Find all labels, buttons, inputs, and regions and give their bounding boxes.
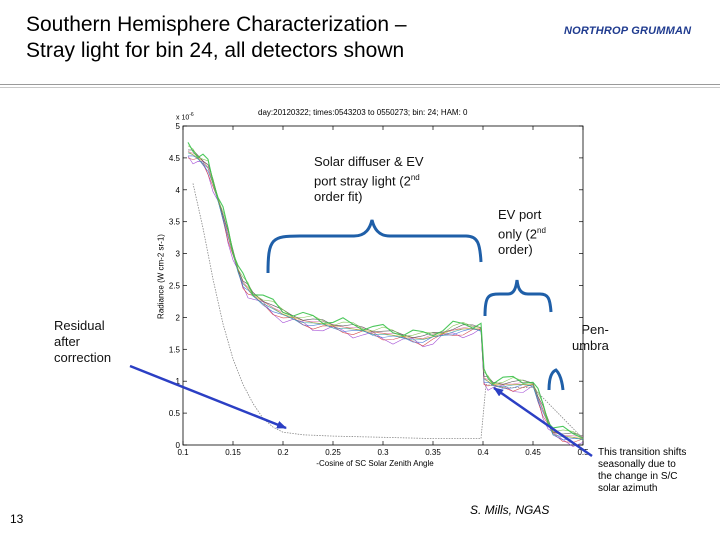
- residual-arrow: [129, 364, 287, 430]
- x-tick-label-5: 0.35: [425, 448, 441, 457]
- ev-port-annotation: EV port only (2nd order): [498, 207, 546, 258]
- y-tick-label-7: 3.5: [169, 218, 181, 227]
- northrop-grumman-logo: NORTHROP GRUMMAN: [564, 25, 692, 37]
- y-tick-label-4: 2: [176, 313, 181, 322]
- slide-title-line2: Stray light for bin 24, all detectors sh…: [26, 39, 405, 62]
- y-tick-label-1: 0.5: [169, 409, 181, 418]
- y-tick-label-10: 5: [176, 122, 181, 131]
- x-tick-label-7: 0.45: [525, 448, 541, 457]
- stray-light-detector-9: [187, 142, 584, 439]
- credit-text: S. Mills, NGAS: [470, 503, 550, 517]
- y-tick-label-0: 0: [176, 441, 181, 450]
- y-axis-label: Radiance (W cm-2 sr-1): [156, 234, 166, 319]
- residual-annotation: Residual after correction: [54, 318, 112, 365]
- transition-annotation: This transition shifts seasonally due to…: [598, 447, 687, 494]
- y-tick-label-6: 3: [176, 250, 181, 259]
- title-divider-secondary: [0, 87, 720, 88]
- y-tick-label-3: 1.5: [169, 345, 181, 354]
- slide-title: Southern Hemisphere Characterization – S…: [26, 12, 407, 64]
- residual-series: [192, 183, 584, 440]
- x-tick-label-3: 0.25: [325, 448, 341, 457]
- title-divider: [0, 84, 720, 85]
- x-tick-label-4: 0.3: [377, 448, 389, 457]
- series-lines: [187, 142, 584, 447]
- y-multiplier: x 10-6: [176, 112, 194, 122]
- annotation-overlays: [129, 219, 593, 458]
- axis-ticks: 0.1 0.15 0.2 0.25 0.3 0.35 0.4 0.45 0.5 0 0.5 1 1.5 2…: [169, 122, 589, 457]
- x-tick-label-1: 0.15: [225, 448, 241, 457]
- slide-title-line1: Southern Hemisphere Characterization –: [26, 13, 407, 36]
- solar-diffuser-bracket: [266, 219, 483, 274]
- penumbra-bracket: [547, 368, 565, 391]
- y-tick-label-2: 1: [176, 377, 181, 386]
- x-tick-label-0: 0.1: [177, 448, 189, 457]
- stray-light-detector-3: [187, 155, 584, 441]
- y-tick-label-8: 4: [176, 186, 181, 195]
- transition-arrow: [493, 386, 593, 458]
- y-tick-label-5: 2.5: [169, 282, 181, 291]
- x-axis-label: -Cosine of SC Solar Zenith Angle: [316, 459, 434, 468]
- chart-title: day:20120322; times:0543203 to 0550273; …: [258, 108, 468, 117]
- x-tick-label-6: 0.4: [477, 448, 489, 457]
- penumbra-annotation: Pen- umbra: [572, 322, 609, 353]
- y-tick-label-9: 4.5: [169, 154, 181, 163]
- stray-light-detector-2: [187, 157, 584, 443]
- x-tick-label-8: 0.5: [577, 448, 589, 457]
- page-number: 13: [10, 512, 24, 526]
- x-tick-label-2: 0.2: [277, 448, 289, 457]
- solar-diffuser-annotation: Solar diffuser & EV port stray light (2n…: [314, 154, 424, 205]
- ev-port-bracket: [483, 279, 553, 317]
